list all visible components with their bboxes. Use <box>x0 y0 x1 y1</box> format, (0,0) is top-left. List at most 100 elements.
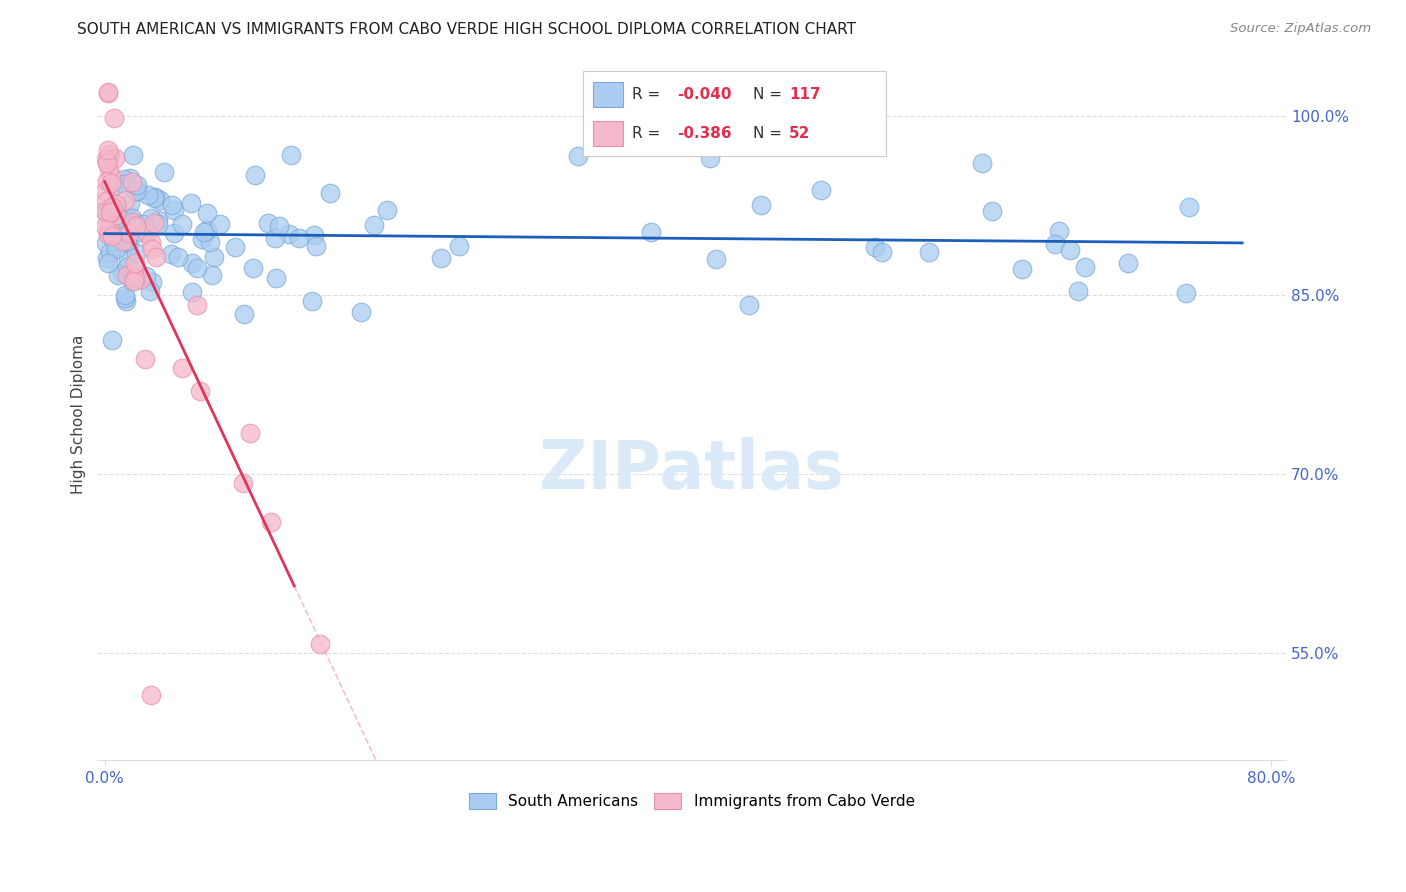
Point <box>319 186 342 201</box>
Point <box>122 215 145 229</box>
Text: R =: R = <box>631 126 665 141</box>
Point <box>142 191 165 205</box>
Point <box>146 213 169 227</box>
Point <box>201 268 224 283</box>
Point <box>98 146 121 161</box>
Point <box>143 190 166 204</box>
Point <box>1177 200 1199 214</box>
Point <box>129 272 152 286</box>
Point <box>1067 284 1090 298</box>
Point <box>738 298 761 312</box>
Point <box>1175 286 1198 301</box>
Point <box>96 152 118 166</box>
Point <box>138 284 160 298</box>
Point <box>198 235 221 249</box>
Point <box>242 261 264 276</box>
Point <box>110 231 132 245</box>
Point <box>110 226 132 240</box>
Point <box>127 184 149 198</box>
Point <box>105 202 128 216</box>
Point <box>118 171 141 186</box>
Point <box>104 151 127 165</box>
Point <box>114 293 136 308</box>
Point <box>170 360 193 375</box>
Point <box>98 244 121 259</box>
Point <box>1059 243 1081 257</box>
Point <box>301 293 323 308</box>
Point <box>141 242 163 256</box>
Point <box>121 274 143 288</box>
Point <box>153 165 176 179</box>
Point <box>706 252 728 266</box>
Point <box>699 152 721 166</box>
Point <box>121 215 143 229</box>
Point <box>101 334 124 348</box>
Point <box>132 217 155 231</box>
Point <box>110 226 132 240</box>
Point <box>124 271 146 285</box>
Point <box>97 161 120 176</box>
Point <box>107 268 129 282</box>
Point <box>163 202 186 217</box>
Point <box>363 219 385 233</box>
Point <box>125 219 148 234</box>
Point <box>114 288 136 302</box>
Point <box>105 242 128 256</box>
Text: N =: N = <box>752 87 786 102</box>
Point <box>148 217 170 231</box>
Text: 52: 52 <box>789 126 810 141</box>
Point <box>131 225 153 239</box>
Point <box>115 260 138 274</box>
Point <box>870 245 893 260</box>
Point <box>1047 224 1070 238</box>
Point <box>122 266 145 280</box>
Point <box>112 172 135 186</box>
Point <box>98 206 121 220</box>
Point <box>278 227 301 241</box>
Text: 117: 117 <box>789 87 821 102</box>
Point <box>209 218 232 232</box>
Point <box>96 226 118 240</box>
Point <box>141 688 163 702</box>
Point <box>163 226 186 240</box>
Point <box>96 251 118 265</box>
Point <box>97 86 120 100</box>
Point <box>104 208 127 222</box>
Point <box>243 168 266 182</box>
Point <box>1073 260 1095 274</box>
Point <box>96 194 118 208</box>
Point <box>125 185 148 199</box>
Point <box>118 196 141 211</box>
Point <box>114 193 136 207</box>
Point <box>104 197 127 211</box>
Legend: South Americans, Immigrants from Cabo Verde: South Americans, Immigrants from Cabo Ve… <box>463 787 921 815</box>
Point <box>447 239 470 253</box>
Point <box>308 636 330 650</box>
Point <box>94 219 117 234</box>
Point <box>98 148 121 162</box>
Point <box>94 203 117 218</box>
Point <box>100 169 122 183</box>
Point <box>264 270 287 285</box>
Text: SOUTH AMERICAN VS IMMIGRANTS FROM CABO VERDE HIGH SCHOOL DIPLOMA CORRELATION CHA: SOUTH AMERICAN VS IMMIGRANTS FROM CABO V… <box>77 22 856 37</box>
Point <box>94 235 117 250</box>
Text: -0.386: -0.386 <box>678 126 733 141</box>
Point <box>567 149 589 163</box>
Point <box>181 285 204 299</box>
Point <box>224 240 246 254</box>
Point <box>117 223 139 237</box>
Point <box>96 174 118 188</box>
Point <box>239 426 262 441</box>
Point <box>96 227 118 242</box>
Point <box>136 188 159 202</box>
Point <box>288 231 311 245</box>
Point <box>96 156 118 170</box>
Point <box>124 256 146 270</box>
Bar <box>592 120 623 146</box>
Y-axis label: High School Diploma: High School Diploma <box>72 334 86 494</box>
Point <box>139 235 162 250</box>
Point <box>202 250 225 264</box>
Text: Source: ZipAtlas.com: Source: ZipAtlas.com <box>1230 22 1371 36</box>
Text: N =: N = <box>752 126 786 141</box>
Point <box>863 240 886 254</box>
